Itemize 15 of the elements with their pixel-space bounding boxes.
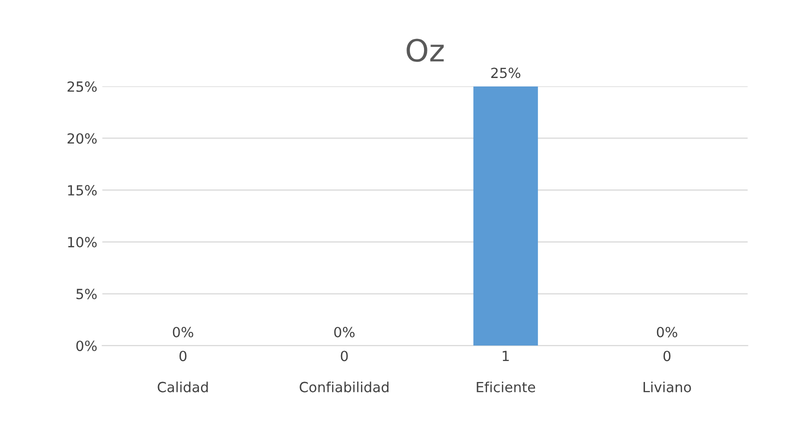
data-label: 0% xyxy=(172,326,194,338)
y-tick-label: 5% xyxy=(76,288,97,300)
data-label: 0% xyxy=(656,326,678,338)
data-label: 25% xyxy=(491,68,520,78)
category-label: 1 Eficiente xyxy=(476,350,536,392)
y-tick-label: 15% xyxy=(68,185,97,196)
data-label: 0% xyxy=(334,326,355,338)
y-tick-label: 0% xyxy=(76,340,97,352)
y-tick-label: 10% xyxy=(68,236,97,248)
category-label: 0 Confiabilidad xyxy=(300,350,388,392)
y-tick-label: 25% xyxy=(68,81,97,92)
category-label: 0 Liviano xyxy=(644,350,691,392)
category-label: 0 Calidad xyxy=(158,350,208,392)
y-tick-label: 20% xyxy=(68,133,97,144)
chart-title: Oz xyxy=(406,38,444,62)
